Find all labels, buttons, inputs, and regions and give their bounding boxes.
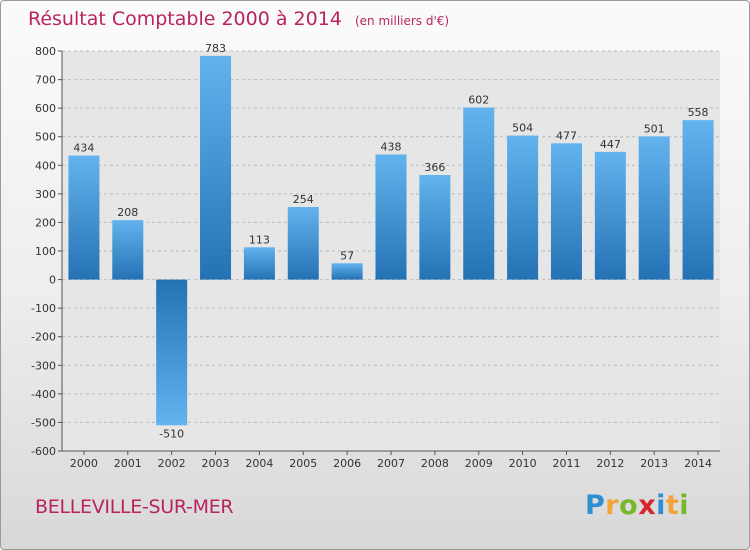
x-tick-label-2007: 2007: [377, 457, 405, 470]
y-tick-label: 400: [35, 159, 56, 172]
chart-title-block: Résultat Comptable 2000 à 2014 (en milli…: [28, 8, 449, 30]
y-tick-label: -200: [31, 331, 56, 344]
y-tick-label: 200: [35, 216, 56, 229]
bar-2007: [375, 154, 407, 280]
value-label-2004: 113: [249, 233, 270, 246]
place-name: BELLEVILLE-SUR-MER: [35, 496, 234, 518]
value-label-2002: -510: [159, 427, 184, 440]
value-label-2005: 254: [293, 193, 314, 206]
bar-2009: [463, 107, 495, 280]
value-label-2011: 477: [556, 129, 577, 142]
x-tick-label-2013: 2013: [640, 457, 668, 470]
bar-2001: [112, 220, 144, 280]
x-tick-label-2004: 2004: [245, 457, 273, 470]
bar-2002: [156, 279, 188, 426]
y-tick-label: -300: [31, 359, 56, 372]
value-label-2001: 208: [117, 206, 138, 219]
y-tick-label: 600: [35, 102, 56, 115]
y-tick-label: 300: [35, 188, 56, 201]
chart-unit-note: (en milliers d'€): [354, 14, 450, 28]
x-tick-label-2014: 2014: [684, 457, 712, 470]
x-tick-label-2012: 2012: [596, 457, 624, 470]
logo-letter: i: [656, 490, 666, 521]
y-tick-label: -600: [31, 445, 56, 458]
value-label-2003: 783: [205, 42, 226, 55]
bar-2014: [682, 120, 714, 280]
x-tick-label-2011: 2011: [552, 457, 580, 470]
x-tick-label-2010: 2010: [509, 457, 537, 470]
x-tick-label-2008: 2008: [421, 457, 449, 470]
value-label-2014: 558: [688, 106, 709, 119]
bar-2011: [550, 143, 582, 280]
y-tick-label: -400: [31, 388, 56, 401]
value-label-2006: 57: [340, 249, 354, 262]
bar-2012: [594, 151, 626, 280]
bar-2013: [638, 136, 670, 280]
y-tick-label: -100: [31, 302, 56, 315]
y-tick-label: 100: [35, 245, 56, 258]
x-tick-label-2006: 2006: [333, 457, 361, 470]
bar-2004: [243, 247, 275, 280]
bar-2003: [200, 55, 232, 280]
proxiti-logo[interactable]: Proxiti: [585, 490, 689, 521]
logo-letter: P: [585, 490, 606, 521]
value-label-2000: 434: [73, 142, 94, 155]
value-label-2007: 438: [381, 140, 402, 153]
x-tick-label-2005: 2005: [289, 457, 317, 470]
bar-2006: [331, 263, 363, 280]
value-label-2009: 602: [468, 94, 489, 107]
bar-2000: [68, 155, 100, 280]
y-tick-label: -500: [31, 416, 56, 429]
logo-letter: t: [665, 490, 680, 521]
value-label-2012: 447: [600, 138, 621, 151]
bar-2010: [507, 135, 539, 280]
y-tick-label: 0: [49, 274, 56, 287]
value-label-2010: 504: [512, 122, 533, 135]
x-tick-label-2002: 2002: [158, 457, 186, 470]
x-tick-label-2003: 2003: [202, 457, 230, 470]
x-tick-label-2009: 2009: [465, 457, 493, 470]
x-tick-label-2001: 2001: [114, 457, 142, 470]
chart-title: Résultat Comptable 2000 à 2014: [28, 8, 342, 30]
logo-letter: x: [638, 490, 657, 521]
bar-2005: [287, 207, 319, 280]
value-label-2008: 366: [424, 161, 445, 174]
logo-letter: i: [679, 490, 690, 521]
y-tick-label: 500: [35, 131, 56, 144]
logo-letter: r: [605, 490, 620, 521]
bar-2008: [419, 175, 451, 280]
y-tick-label: 700: [35, 74, 56, 87]
value-label-2013: 501: [644, 122, 665, 135]
y-tick-label: 800: [35, 45, 56, 58]
logo-letter: o: [619, 490, 639, 521]
x-tick-label-2000: 2000: [70, 457, 98, 470]
